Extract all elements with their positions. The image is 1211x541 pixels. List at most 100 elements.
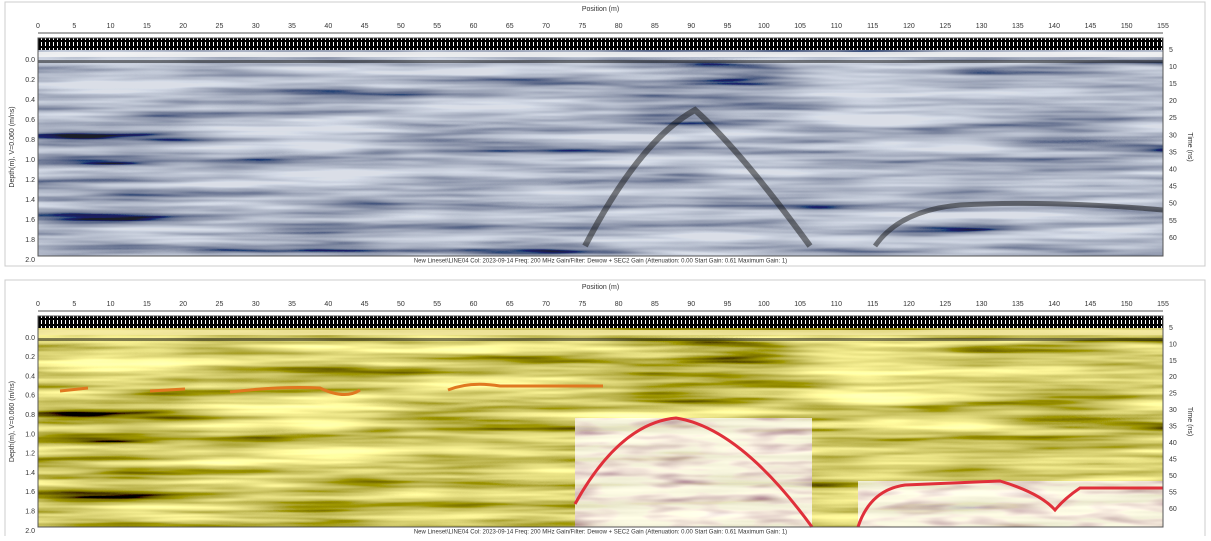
x-tick-label: 45: [361, 301, 369, 308]
y2-tick-label: 10: [1169, 341, 1177, 348]
x-tick-label: 105: [794, 23, 806, 30]
direct-wave: [38, 316, 1163, 328]
x-tick-label: 100: [758, 23, 770, 30]
y2-tick-label: 15: [1169, 81, 1177, 88]
caption: New Lineset\LINE04 Col: 2023-09-14 Freq:…: [414, 259, 787, 265]
y2-tick-label: 5: [1169, 47, 1173, 54]
caption: New Lineset\LINE04 Col: 2023-09-14 Freq:…: [414, 530, 787, 536]
x-tick-label: 5: [72, 23, 76, 30]
x-tick-label: 10: [107, 23, 115, 30]
y2-tick-label: 25: [1169, 391, 1177, 398]
x-tick-label: 35: [288, 23, 296, 30]
x-tick-label: 150: [1121, 301, 1133, 308]
y-tick-label: 1.2: [25, 451, 35, 458]
y2-tick-label: 35: [1169, 149, 1177, 156]
y-tick-label: 0.0: [25, 57, 35, 64]
x-tick-label: 55: [433, 23, 441, 30]
y2-tick-label: 5: [1169, 325, 1173, 332]
x-tick-label: 70: [542, 23, 550, 30]
x-tick-label: 50: [397, 301, 405, 308]
reflector-line: [150, 389, 185, 391]
x-tick-label: 80: [615, 301, 623, 308]
x-tick-label: 75: [578, 301, 586, 308]
x-tick-label: 120: [903, 301, 915, 308]
x-tick-label: 140: [1048, 301, 1060, 308]
x-tick-label: 25: [216, 301, 224, 308]
x-tick-label: 60: [470, 23, 478, 30]
y-tick-label: 1.4: [25, 197, 35, 204]
x-tick-label: 110: [831, 23, 842, 30]
x-axis-title: Position (m): [582, 284, 619, 291]
x-tick-label: 70: [542, 301, 550, 308]
x-tick-label: 30: [252, 23, 260, 30]
page: GPR radargram {"panels": [ {"x_axis_titl…: [0, 0, 1211, 536]
x-tick-label: 115: [867, 301, 878, 308]
y2-tick-label: 45: [1169, 184, 1177, 191]
x-tick-label: 110: [831, 301, 842, 308]
x-tick-label: 145: [1085, 23, 1097, 30]
x-tick-label: 40: [324, 23, 332, 30]
y-tick-label: 1.6: [25, 489, 35, 496]
x-axis-title: Position (m): [582, 6, 619, 13]
figure: Position (m)0510152025303540455055606570…: [0, 0, 1211, 536]
y-tick-label: 0.8: [25, 412, 35, 419]
x-tick-label: 125: [939, 301, 951, 308]
x-tick-label: 90: [687, 301, 695, 308]
y-tick-label: 1.8: [25, 237, 35, 244]
y2-tick-label: 40: [1169, 440, 1177, 447]
direct-wave: [38, 38, 1163, 50]
panel: Position (m) 0 5 10 15 20 25 30 35 40 45 50 55 60 65 70…: [5, 2, 1205, 266]
x-tick-label: 55: [433, 301, 441, 308]
x-tick-label: 20: [179, 23, 187, 30]
y-tick-label: 0.6: [25, 393, 35, 400]
x-tick-label: 95: [724, 23, 732, 30]
x-tick-label: 115: [867, 23, 878, 30]
x-tick-label: 75: [578, 23, 586, 30]
y2-tick-label: 25: [1169, 115, 1177, 122]
x-tick-label: 15: [143, 301, 151, 308]
x-tick-label: 10: [107, 301, 115, 308]
x-tick-label: 105: [794, 301, 806, 308]
x-tick-label: 65: [506, 301, 514, 308]
y2-tick-label: 55: [1169, 218, 1177, 225]
x-tick-label: 155: [1157, 301, 1169, 308]
y-tick-label: 0.4: [25, 373, 35, 380]
y-tick-label: 0.4: [25, 97, 35, 104]
y2-tick-label: 10: [1169, 64, 1177, 71]
y2-tick-label: 30: [1169, 132, 1177, 139]
x-tick-label: 150: [1121, 23, 1133, 30]
y2-tick-label: 20: [1169, 374, 1177, 381]
y-tick-label: 0.8: [25, 137, 35, 144]
x-tick-label: 15: [143, 23, 151, 30]
surface-band: [38, 330, 1163, 335]
y2-tick-label: 50: [1169, 201, 1177, 208]
y2-tick-label: 35: [1169, 424, 1177, 431]
surface-band: [38, 52, 1163, 57]
x-tick-label: 145: [1085, 301, 1097, 308]
y2-tick-label: 20: [1169, 98, 1177, 105]
x-tick-label: 0: [36, 23, 40, 30]
y-tick-label: 0.0: [25, 335, 35, 342]
x-tick-label: 100: [758, 301, 770, 308]
x-tick-label: 0: [36, 301, 40, 308]
y2-tick-label: 60: [1169, 235, 1177, 242]
x-tick-label: 125: [939, 23, 951, 30]
x-tick-label: 65: [506, 23, 514, 30]
x-tick-label: 90: [687, 23, 695, 30]
x-tick-label: 135: [1012, 301, 1024, 308]
x-tick-label: 85: [651, 301, 659, 308]
x-tick-label: 25: [216, 23, 224, 30]
y-tick-label: 1.4: [25, 470, 35, 477]
x-tick-label: 135: [1012, 23, 1024, 30]
x-tick-label: 95: [724, 301, 732, 308]
x-tick-label: 60: [470, 301, 478, 308]
x-tick-label: 20: [179, 301, 187, 308]
dark-band: [38, 60, 1163, 63]
x-tick-label: 85: [651, 23, 659, 30]
body: Position (m)0510152025303540455055606570…: [0, 0, 1211, 536]
y-tick-label: 2.0: [25, 257, 35, 264]
y-tick-label: 1.6: [25, 217, 35, 224]
y-tick-label: 1.0: [25, 431, 35, 438]
x-tick-label: 130: [976, 301, 988, 308]
x-tick-label: 50: [397, 23, 405, 30]
